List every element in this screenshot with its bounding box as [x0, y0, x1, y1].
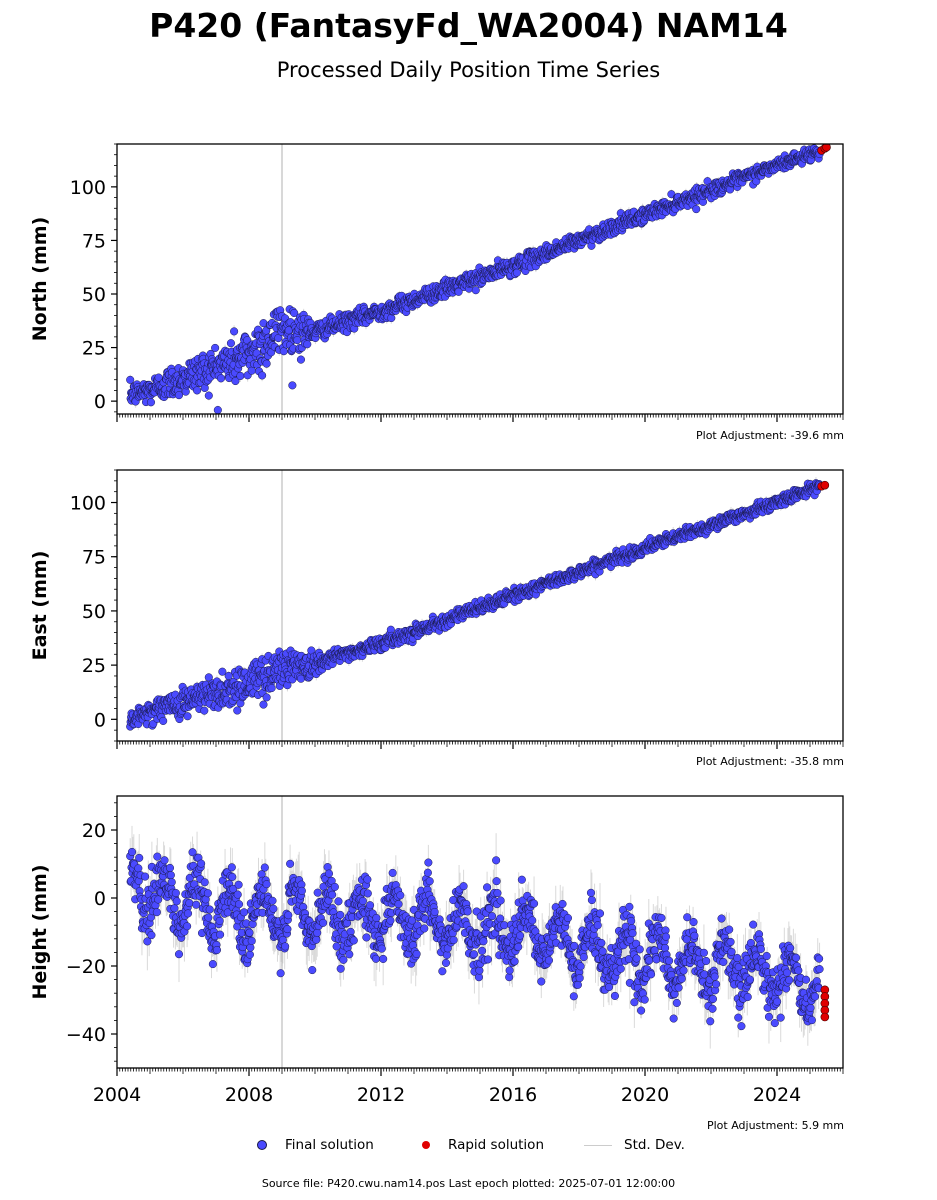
rapid-solution-points	[817, 144, 831, 155]
final-solution-point	[303, 340, 312, 349]
final-solution-point	[224, 671, 233, 680]
final-solution-point	[258, 371, 267, 380]
final-solution-point	[226, 339, 235, 348]
final-solution-point	[290, 308, 299, 318]
y-tick-label: 100	[70, 493, 106, 515]
final-solution-point	[296, 674, 306, 683]
final-solution-point	[293, 336, 302, 345]
rapid-solution-points	[817, 480, 830, 491]
rapid-solution-point	[820, 480, 830, 490]
final-solution-point	[174, 391, 184, 400]
chart-title: P420 (FantasyFd_WA2004) NAM14	[149, 6, 788, 45]
final-solution-point	[296, 355, 306, 364]
y-tick-label: 100	[70, 177, 106, 199]
y-tick-label: 75	[82, 230, 106, 252]
final-solution-point	[183, 712, 192, 721]
final-solution-point	[387, 313, 396, 323]
final-solution-point	[471, 286, 480, 295]
final-solution-point	[692, 205, 701, 214]
final-solution-point	[200, 706, 209, 715]
final-solution-point	[454, 287, 463, 296]
final-solution-point	[247, 366, 256, 375]
final-solution-point	[204, 391, 213, 400]
y-tick-label: 0	[94, 709, 106, 731]
panel-north: 0 25 50 75 100 North (mm)	[29, 143, 844, 422]
y-tick-label: 0	[94, 391, 106, 413]
final-solution-point	[236, 371, 245, 380]
plot-area	[126, 144, 831, 414]
final-solution-point	[512, 268, 521, 277]
final-solution-point	[267, 684, 276, 693]
chart-subtitle: Processed Daily Position Time Series	[276, 58, 661, 82]
y-tick-label: 25	[82, 655, 106, 677]
final-solution-point	[213, 406, 222, 414]
final-solution-point	[159, 716, 168, 725]
final-solution-points	[126, 144, 824, 414]
final-solution-point	[262, 693, 271, 702]
final-solution-point	[218, 667, 227, 676]
final-solution-point	[288, 381, 297, 390]
final-solution-point	[216, 374, 226, 383]
final-solution-point	[259, 700, 268, 709]
y-tick-label: 50	[82, 284, 106, 306]
final-solution-point	[204, 673, 213, 682]
rapid-solution-point	[822, 144, 831, 152]
final-solution-point	[193, 386, 202, 395]
final-solution-point	[231, 376, 240, 386]
final-solution-points	[126, 479, 824, 731]
y-tick-label: 75	[82, 547, 106, 569]
final-solution-point	[233, 706, 242, 715]
final-solution-point	[126, 375, 135, 384]
final-solution-point	[146, 398, 156, 407]
plot-area	[126, 470, 830, 741]
final-solution-point	[262, 359, 271, 368]
y-tick-label: 50	[82, 601, 106, 623]
y-axis-label: North (mm)	[29, 217, 51, 342]
y-tick-label: 25	[82, 338, 106, 360]
final-solution-point	[230, 327, 239, 336]
final-solution-point	[211, 343, 220, 352]
